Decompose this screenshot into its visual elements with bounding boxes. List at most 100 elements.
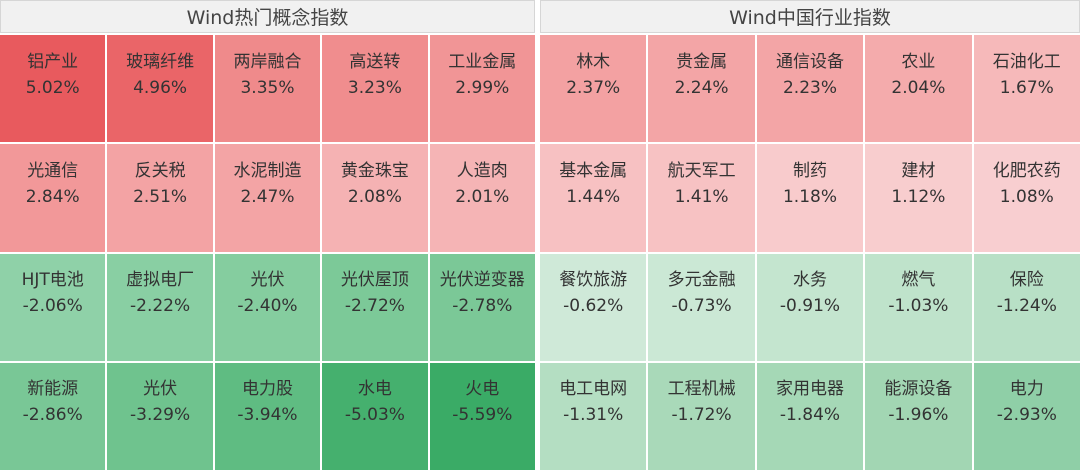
index-change: -1.24% xyxy=(996,296,1057,317)
index-name: 反关税 xyxy=(134,160,186,181)
index-cell: 水泥制造 2.47% xyxy=(214,144,321,252)
index-cell: 餐饮旅游 -0.62% xyxy=(540,253,647,361)
index-cell: 反关税 2.51% xyxy=(107,144,213,252)
index-cell: 新能源 -2.86% xyxy=(0,362,106,470)
index-change: -1.84% xyxy=(779,405,841,426)
index-name: 电工电网 xyxy=(559,379,628,400)
index-change: 1.67% xyxy=(999,77,1054,98)
index-cell: 工业金属 2.99% xyxy=(429,35,535,143)
index-name: 水电 xyxy=(357,379,392,400)
index-cell: 光伏屋顶 -2.72% xyxy=(322,253,428,361)
index-change: -1.96% xyxy=(888,405,949,426)
index-name: 高送转 xyxy=(349,51,401,72)
index-cell: 保险 -1.24% xyxy=(973,253,1080,361)
index-change: 2.47% xyxy=(240,186,295,207)
panel-title: Wind热门概念指数 xyxy=(0,0,535,33)
index-cell: 人造肉 2.01% xyxy=(429,144,535,252)
index-change: 2.24% xyxy=(674,77,729,98)
index-name: 多元金融 xyxy=(667,270,736,291)
index-cell: 虚拟电厂 -2.22% xyxy=(107,253,213,361)
index-name: 保险 xyxy=(1009,270,1044,291)
index-name: HJT电池 xyxy=(21,270,84,291)
index-change: 2.04% xyxy=(891,77,946,98)
index-cell: 航天军工 1.41% xyxy=(648,144,755,252)
index-name: 黄金珠宝 xyxy=(340,160,409,181)
index-change: -3.94% xyxy=(237,405,298,426)
index-name: 建材 xyxy=(901,160,936,181)
index-name: 工业金属 xyxy=(448,51,517,72)
index-change: 2.99% xyxy=(455,77,510,98)
index-cell: 火电 -5.59% xyxy=(429,362,535,470)
index-name: 航天军工 xyxy=(667,160,736,181)
index-cell: 光通信 2.84% xyxy=(0,144,106,252)
index-name: 基本金属 xyxy=(559,160,628,181)
index-name: 工程机械 xyxy=(667,379,736,400)
index-name: 火电 xyxy=(465,379,500,400)
index-change: 2.01% xyxy=(455,186,510,207)
index-change: 3.23% xyxy=(347,77,402,98)
index-change: -1.72% xyxy=(671,405,732,426)
index-cell: 燃气 -1.03% xyxy=(865,253,972,361)
index-cell: 化肥农药 1.08% xyxy=(973,144,1080,252)
index-name: 石油化工 xyxy=(992,51,1061,72)
index-change: 5.02% xyxy=(25,77,80,98)
index-name: 燃气 xyxy=(901,270,936,291)
index-name: 玻璃纤维 xyxy=(126,51,195,72)
index-change: -5.03% xyxy=(344,405,405,426)
index-cell: 建材 1.12% xyxy=(865,144,972,252)
index-name: 通信设备 xyxy=(775,51,844,72)
index-cell: 农业 2.04% xyxy=(865,35,972,143)
index-cell: 光伏 -2.40% xyxy=(214,253,321,361)
index-change: 2.84% xyxy=(25,186,80,207)
index-name: 两岸融合 xyxy=(233,51,302,72)
index-cell: 水电 -5.03% xyxy=(322,362,428,470)
index-cell: 玻璃纤维 4.96% xyxy=(107,35,213,143)
index-change: 1.18% xyxy=(782,186,837,207)
index-cell: 基本金属 1.44% xyxy=(540,144,647,252)
industry-panel: Wind中国行业指数 林木 2.37% 贵金属 2.24% 通信设备 2.23% 农业 2.0… xyxy=(540,0,1080,470)
index-cell: 电力 -2.93% xyxy=(973,362,1080,470)
index-change: 4.96% xyxy=(133,77,188,98)
index-name: 光伏逆变器 xyxy=(439,270,525,291)
index-change: -2.22% xyxy=(130,296,191,317)
index-change: 2.51% xyxy=(133,186,188,207)
index-name: 水泥制造 xyxy=(233,160,302,181)
index-cell: 光伏逆变器 -2.78% xyxy=(429,253,535,361)
index-cell: 铝产业 5.02% xyxy=(0,35,106,143)
index-name: 化肥农药 xyxy=(992,160,1061,181)
index-change: 1.41% xyxy=(674,186,729,207)
concept-panel: Wind热门概念指数 铝产业 5.02% 玻璃纤维 4.96% 两岸融合 3.35% 高送转… xyxy=(0,0,535,470)
index-cell: 通信设备 2.23% xyxy=(756,35,864,143)
index-name: 电力股 xyxy=(241,379,293,400)
cell-grid: 林木 2.37% 贵金属 2.24% 通信设备 2.23% 农业 2.04% 石油化工 1.67%… xyxy=(540,35,1080,470)
index-change: 1.12% xyxy=(891,186,946,207)
index-cell: 高送转 3.23% xyxy=(322,35,428,143)
index-name: 能源设备 xyxy=(884,379,953,400)
index-name: 人造肉 xyxy=(456,160,508,181)
index-change: -5.59% xyxy=(452,405,513,426)
index-change: -2.06% xyxy=(22,296,83,317)
cell-grid: 铝产业 5.02% 玻璃纤维 4.96% 两岸融合 3.35% 高送转 3.23% 工业金属 2.… xyxy=(0,35,535,470)
index-change: 1.08% xyxy=(999,186,1054,207)
index-change: -2.86% xyxy=(22,405,83,426)
index-name: 林木 xyxy=(576,51,611,72)
index-cell: 光伏 -3.29% xyxy=(107,362,213,470)
index-cell: 两岸融合 3.35% xyxy=(214,35,321,143)
index-cell: 多元金融 -0.73% xyxy=(648,253,755,361)
index-change: -2.40% xyxy=(237,296,298,317)
index-change: -1.31% xyxy=(563,405,624,426)
index-name: 虚拟电厂 xyxy=(126,270,195,291)
index-cell: 工程机械 -1.72% xyxy=(648,362,755,470)
index-change: -2.72% xyxy=(344,296,405,317)
index-cell: 家用电器 -1.84% xyxy=(756,362,864,470)
index-name: 农业 xyxy=(901,51,936,72)
index-name: 光伏 xyxy=(143,379,178,400)
index-change: 2.08% xyxy=(347,186,402,207)
index-name: 光伏屋顶 xyxy=(340,270,409,291)
index-change: -0.62% xyxy=(563,296,624,317)
index-cell: 制药 1.18% xyxy=(756,144,864,252)
index-cell: 林木 2.37% xyxy=(540,35,647,143)
index-change: -1.03% xyxy=(888,296,949,317)
